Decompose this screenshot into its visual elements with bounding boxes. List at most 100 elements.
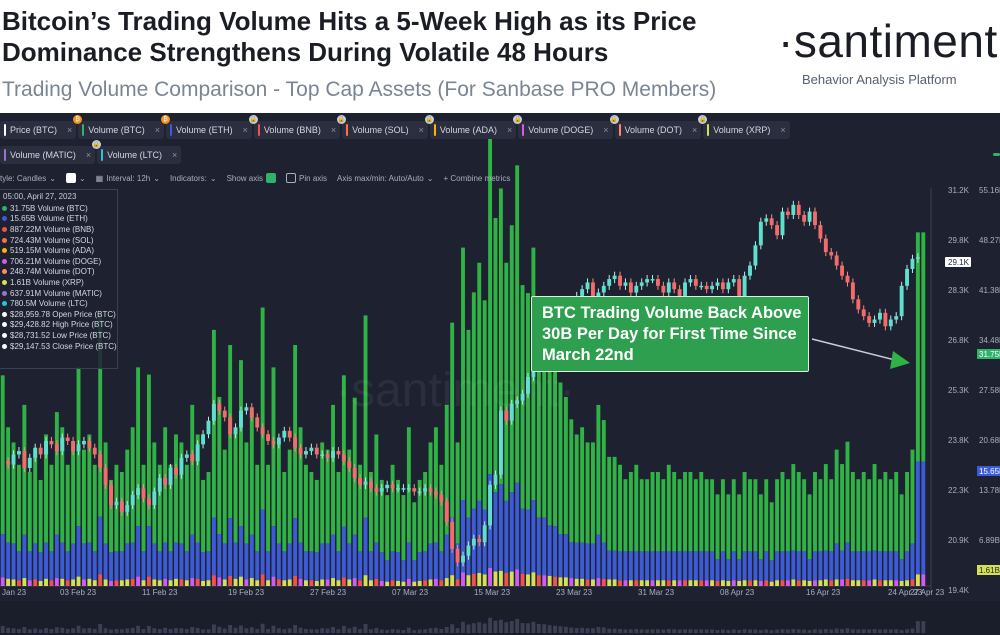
eth-volume-bar bbox=[81, 543, 86, 580]
altcoin-volume-bar bbox=[358, 580, 363, 586]
price-candle bbox=[526, 376, 530, 394]
price-candle bbox=[222, 410, 227, 418]
navigator-bar bbox=[157, 629, 162, 633]
metric-chip-volume-eth[interactable]: ₿ Volume (ETH) × bbox=[161, 115, 252, 139]
price-candle bbox=[190, 454, 195, 462]
close-icon[interactable]: × bbox=[506, 125, 513, 135]
navigator-bar bbox=[872, 629, 877, 633]
close-icon[interactable]: × bbox=[780, 125, 786, 135]
pin-axis-toggle[interactable]: Pin axis bbox=[286, 173, 327, 183]
eth-volume-bar bbox=[791, 550, 796, 580]
metric-chip-volume-ltc[interactable]: 🔒 Volume (LTC) × bbox=[92, 140, 182, 164]
altcoin-volume-bar bbox=[878, 580, 882, 586]
altcoin-volume-bar bbox=[109, 580, 113, 586]
style-selector[interactable]: tyle: Candles ⌄ bbox=[0, 173, 56, 183]
navigator-bar bbox=[222, 628, 227, 633]
price-candle bbox=[152, 491, 157, 506]
altcoin-volume-bar bbox=[569, 578, 574, 586]
btc-volume-bar bbox=[526, 293, 530, 510]
eth-volume-bar bbox=[38, 552, 43, 581]
close-icon[interactable]: × bbox=[154, 125, 161, 135]
navigator-bar bbox=[304, 629, 308, 633]
navigator-bar bbox=[488, 617, 493, 633]
price-candle bbox=[358, 478, 363, 485]
price-candle bbox=[368, 481, 373, 489]
btc-volume-bar bbox=[731, 479, 736, 552]
eth-volume-bar bbox=[87, 542, 92, 579]
chevron-down-icon: ⌄ bbox=[209, 173, 217, 183]
btc-volume-bar bbox=[704, 479, 709, 552]
navigator-bar bbox=[141, 629, 146, 633]
close-icon[interactable]: × bbox=[603, 125, 609, 135]
altcoin-volume-bar bbox=[672, 580, 677, 586]
close-icon[interactable]: × bbox=[418, 125, 424, 135]
altcoin-volume-bar bbox=[482, 574, 487, 586]
metric-chip-volume-bnb[interactable]: 🔒 Volume (BNB) × bbox=[248, 115, 341, 139]
btc-volume-bar bbox=[737, 494, 742, 560]
price-candle bbox=[423, 488, 428, 492]
btc-volume-bar bbox=[628, 471, 633, 552]
interval-selector[interactable]: ▦ Interval: 12h ⌄ bbox=[95, 173, 160, 183]
eth-volume-bar bbox=[715, 559, 720, 581]
btc-volume-bar bbox=[222, 449, 227, 544]
btc-volume-bar bbox=[894, 471, 899, 552]
x-axis-tick-label: 03 Feb 23 bbox=[60, 588, 97, 597]
show-axis-toggle[interactable]: Show axis bbox=[227, 173, 277, 183]
altcoin-volume-bar bbox=[655, 580, 660, 586]
close-icon[interactable]: × bbox=[692, 125, 698, 135]
metric-chip-volume-doge[interactable]: 🔒 Volume (DOGE) × bbox=[513, 115, 613, 139]
price-candle bbox=[168, 467, 173, 485]
axis-maxmin-selector[interactable]: Axis max/min: Auto/Auto ⌄ bbox=[337, 173, 434, 183]
eth-volume-bar bbox=[71, 543, 76, 580]
close-icon[interactable]: × bbox=[85, 150, 92, 160]
navigator-bar bbox=[119, 629, 124, 633]
altcoin-volume-bar bbox=[796, 580, 801, 586]
metric-chip-volume-btc[interactable]: ₿ Volume (BTC) × bbox=[73, 115, 165, 139]
navigator-bar bbox=[677, 629, 682, 633]
metric-chip-volume-dot[interactable]: 🔒 Volume (DOT) × bbox=[609, 115, 702, 139]
combine-metrics-button[interactable]: + Combine metrics bbox=[443, 173, 511, 183]
navigator-bar bbox=[823, 629, 828, 633]
color-selector[interactable]: ⌄ bbox=[65, 173, 86, 183]
btc-volume-bar bbox=[764, 479, 769, 552]
eth-volume-bar bbox=[206, 551, 211, 581]
metric-chip-price-btc[interactable]: Price (BTC) × bbox=[0, 121, 77, 139]
navigator-bar bbox=[531, 621, 536, 633]
close-icon[interactable]: × bbox=[242, 125, 248, 135]
metric-chip-volume-ada[interactable]: 🔒 Volume (ADA) × bbox=[424, 115, 517, 139]
eth-volume-bar bbox=[634, 551, 639, 581]
altcoin-volume-bar bbox=[374, 578, 379, 586]
price-candle bbox=[406, 488, 411, 490]
price-candle bbox=[910, 258, 915, 269]
lock-icon: 🔒 bbox=[424, 115, 434, 124]
btc-volume-bar bbox=[850, 471, 855, 552]
metric-chip-volume-sol[interactable]: 🔒 Volume (SOL) × bbox=[337, 115, 428, 139]
volume-axis-tick-label: 55.16B bbox=[979, 186, 1000, 195]
price-candle bbox=[796, 204, 801, 215]
navigator-bar bbox=[775, 629, 780, 633]
eth-volume-bar bbox=[390, 551, 395, 581]
altcoin-volume-bar bbox=[17, 580, 21, 586]
btc-volume-bar bbox=[336, 471, 341, 552]
metric-chip-volume-matic[interactable]: Volume (MATIC) × bbox=[0, 146, 96, 164]
btc-volume-bar bbox=[536, 315, 541, 518]
eth-volume-bar bbox=[758, 559, 763, 581]
checkbox-checked-icon bbox=[266, 173, 277, 183]
indicators-selector[interactable]: Indicators: ⌄ bbox=[169, 173, 217, 183]
navigator-bar bbox=[22, 627, 27, 633]
price-candle bbox=[417, 491, 422, 494]
metric-chip-volume-xrp[interactable]: 🔒 Volume (XRP) × bbox=[698, 115, 790, 139]
navigator-bar bbox=[536, 624, 541, 633]
btc-volume-bar bbox=[347, 449, 352, 544]
eth-volume-bar bbox=[249, 534, 254, 579]
navigator-bar bbox=[363, 624, 368, 633]
eth-volume-bar bbox=[184, 551, 189, 581]
scroll-indicator[interactable] bbox=[993, 153, 1000, 156]
close-icon[interactable]: × bbox=[67, 125, 73, 135]
btc-volume-bar bbox=[109, 479, 113, 553]
close-icon[interactable]: × bbox=[171, 150, 178, 160]
eth-volume-bar bbox=[845, 542, 850, 579]
navigator-bar bbox=[347, 628, 352, 633]
metric-chip-label: Volume (ETH) bbox=[176, 125, 233, 135]
close-icon[interactable]: × bbox=[330, 125, 337, 135]
